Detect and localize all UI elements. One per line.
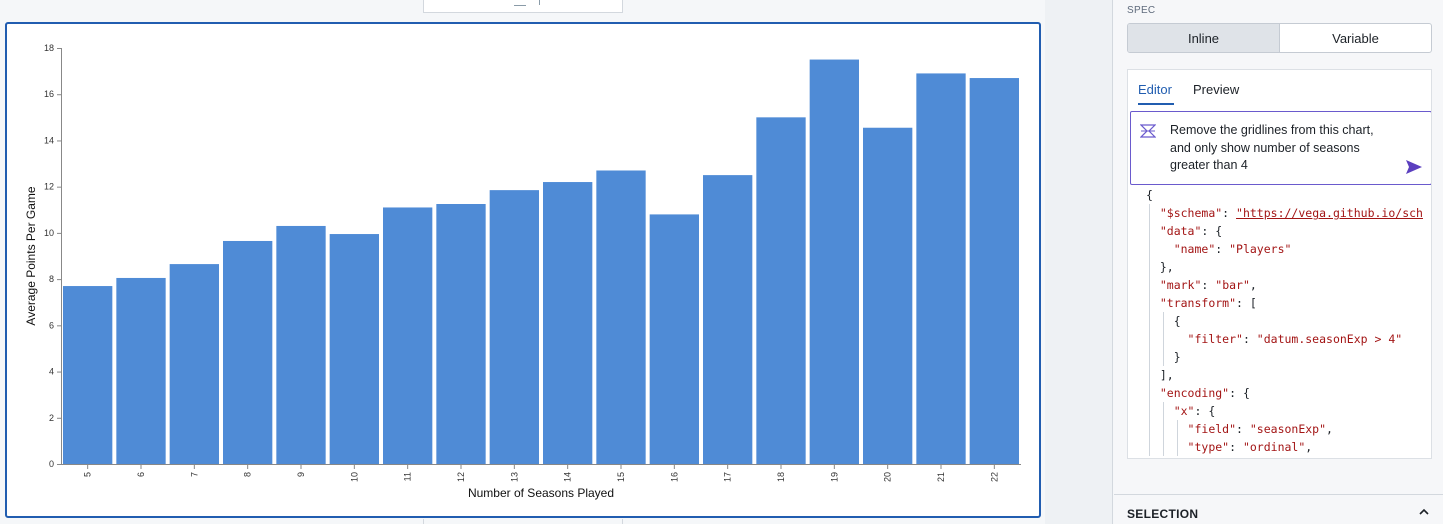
divider [423,519,424,524]
code-line: "filter": "datum.seasonExp > 4" [1187,332,1403,346]
bar-seasons-16[interactable] [649,214,699,464]
y-tick-label: 0 [49,459,54,469]
prompt-text: Remove the gridlines from this chart, an… [1170,122,1400,175]
selection-section-label: SELECTION [1127,507,1199,521]
bar-seasons-20[interactable] [863,127,913,464]
x-tick-label: 14 [563,472,573,482]
active-tab-indicator [1138,103,1174,105]
ai-sparkle-icon [1140,124,1156,138]
bar-chart: 0 2 4 6 8 10 12 14 16 18 5 6 7 8 9 10 11 12 13 14 15 16 17 18 1… [24,43,1021,500]
code-line: } [1146,350,1181,364]
code-line: "transform": [ [1159,296,1257,310]
bar-seasons-22[interactable] [969,78,1019,465]
x-tick-label: 22 [989,472,999,482]
chevron-up-icon[interactable] [1418,507,1430,517]
bar-seasons-13[interactable] [489,190,539,464]
bar-seasons-7[interactable] [169,264,219,464]
bar-seasons-18[interactable] [756,117,806,464]
y-tick-label: 14 [44,135,54,145]
panel-splitter[interactable] [1045,0,1113,524]
x-tick-label: 20 [883,472,893,482]
y-tick-label: 6 [49,320,54,330]
bar-seasons-10[interactable] [329,234,379,464]
code-line: }, [1146,260,1174,274]
x-tick-label: 21 [936,472,946,482]
bar-seasons-19[interactable] [809,59,859,465]
bar-seasons-12[interactable] [436,204,486,464]
indent-guide [1149,204,1150,456]
code-line: "mark": "bar", [1159,278,1257,292]
code-line: "encoding": { [1159,386,1250,400]
y-tick-label: 12 [44,182,54,192]
x-tick-label: 10 [349,472,359,482]
x-tick-label: 15 [616,472,626,482]
canvas-area: 0 2 4 6 8 10 12 14 16 18 5 6 7 8 9 10 11 12 13 14 15 16 17 18 1… [5,0,1041,524]
bar-seasons-5[interactable] [63,286,113,464]
x-tick-label: 6 [136,472,146,477]
prompt-line: and only show number of seasons [1170,140,1360,155]
code-line: "name": "Players" [1173,242,1292,256]
prompt-line: Remove the gridlines from this chart, [1170,123,1374,137]
spec-mode-toggle: Inline Variable [1127,23,1432,53]
tab-editor[interactable]: Editor [1138,82,1172,97]
send-arrow-icon[interactable] [1405,158,1423,176]
ai-prompt-input[interactable]: Remove the gridlines from this chart, an… [1130,111,1431,185]
bar-seasons-21[interactable] [916,73,966,464]
top-toolbar-tab[interactable] [423,0,623,13]
x-tick-label: 9 [296,472,306,477]
x-tick-label: 18 [776,472,786,482]
bar-seasons-6[interactable] [116,277,166,464]
y-tick-label: 4 [49,367,54,377]
y-tick-label: 2 [49,413,54,423]
tab-preview[interactable]: Preview [1193,82,1240,97]
indent-guide [1163,402,1164,456]
x-tick-label: 13 [509,472,519,482]
bar-seasons-14[interactable] [543,182,593,465]
x-tick-label: 8 [243,472,253,477]
y-tick-label: 8 [49,274,54,284]
spec-panel: SPEC Inline Variable Editor Preview Remo… [1114,0,1443,524]
x-tick-label: 17 [723,472,733,482]
y-tick-label: 10 [44,228,54,238]
x-tick-label: 12 [456,472,466,482]
indent-guide [1177,420,1178,456]
x-axis-title: Number of Seasons Played [468,486,614,500]
y-tick-label: 18 [44,43,54,53]
code-line: "data": { [1159,224,1223,238]
y-tick-label: 16 [44,89,54,99]
bar-seasons-17[interactable] [703,175,753,464]
y-axis-title: Average Points Per Game [24,186,38,326]
code-line: ], [1146,368,1174,382]
tab-glyph-icon [514,0,526,6]
code-line: "field": "seasonExp", [1187,422,1333,436]
bar-seasons-9[interactable] [276,225,326,464]
x-tick-label: 11 [403,472,413,481]
prompt-line: greater than 4 [1170,158,1248,172]
x-tick-label: 7 [189,472,199,477]
code-line: { [1146,314,1181,328]
bar-seasons-11[interactable] [383,207,433,464]
indent-guide [1163,312,1164,366]
spec-code-editor[interactable]: { "$schema": "https://vega.github.io/sch… [1128,186,1431,458]
bar-seasons-8[interactable] [223,240,273,464]
code-line: "$schema": "https://vega.github.io/sch [1159,206,1423,220]
code-line: { [1146,188,1153,202]
x-tick-label: 16 [669,472,679,482]
x-tick-label: 19 [829,472,839,482]
divider [622,519,623,524]
chart-card[interactable]: 0 2 4 6 8 10 12 14 16 18 5 6 7 8 9 10 11 12 13 14 15 16 17 18 1… [5,22,1041,518]
spec-section-label: SPEC [1127,5,1156,16]
selection-section-header[interactable]: SELECTION [1114,494,1443,524]
x-tick-label: 5 [83,472,93,477]
code-line: "type": "ordinal", [1187,440,1313,454]
code-line: "x": { [1173,404,1216,418]
bar-seasons-15[interactable] [596,170,646,464]
tab-glyph-icon [534,0,540,5]
editor-tabs: Editor Preview [1128,70,1431,106]
inline-mode-button[interactable]: Inline [1128,24,1280,52]
editor-card: Editor Preview Remove the gridlines from… [1127,69,1432,459]
variable-mode-button[interactable]: Variable [1332,30,1379,46]
